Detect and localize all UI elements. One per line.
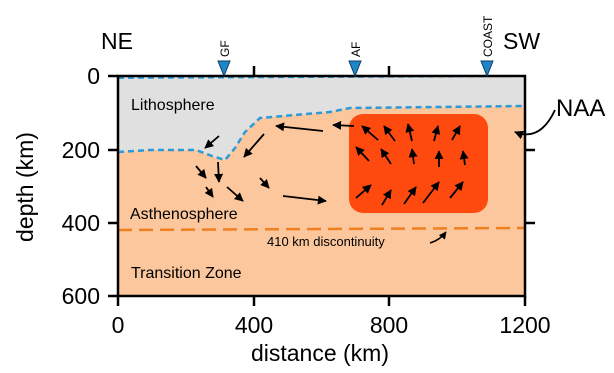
coast-marker-icon [480, 60, 494, 78]
station-markers [217, 60, 494, 78]
flow-arrows [195, 120, 355, 205]
naa-pointer [514, 109, 556, 140]
coast-marker-label: COAST [481, 15, 495, 57]
anomaly-flow-arrows [355, 123, 469, 206]
y-axis-title: depth (km) [12, 132, 38, 242]
lithosphere-label: Lithosphere [131, 97, 215, 114]
asthenosphere-label: Asthenosphere [130, 206, 238, 223]
discontinuity-pointer [429, 231, 447, 244]
lab-dashed-line [117, 104, 526, 162]
svg-text:400: 400 [62, 210, 100, 236]
x-tick-marks [116, 66, 527, 306]
gf-marker-icon [217, 60, 231, 78]
plot-frame [116, 74, 527, 298]
transition-zone-layer [118, 228, 525, 296]
naa-label: NAA [556, 95, 605, 122]
sw-label: SW [503, 28, 540, 54]
transition-zone-label: Transition Zone [131, 265, 242, 282]
svg-text:0: 0 [112, 312, 125, 338]
svg-text:0: 0 [87, 63, 100, 89]
svg-text:600: 600 [62, 283, 100, 309]
af-marker-icon [348, 60, 362, 78]
svg-text:1200: 1200 [499, 312, 550, 338]
gf-marker-label: GF [218, 40, 232, 57]
x-axis-title: distance (km) [251, 340, 389, 366]
ne-label: NE [101, 28, 133, 54]
svg-text:800: 800 [370, 312, 408, 338]
svg-text:200: 200 [62, 137, 100, 163]
naa-anomaly-block [349, 114, 488, 213]
x-tick-labels: 0 400 800 1200 [112, 312, 551, 338]
discontinuity-410-line [117, 226, 526, 232]
svg-text:400: 400 [235, 312, 273, 338]
af-marker-label: AF [349, 42, 363, 57]
discontinuity-label: 410 km discontinuity [267, 234, 385, 249]
y-tick-marks [108, 74, 535, 298]
lithosphere-layer [118, 76, 525, 160]
y-tick-labels: 0 200 400 600 [62, 63, 100, 309]
